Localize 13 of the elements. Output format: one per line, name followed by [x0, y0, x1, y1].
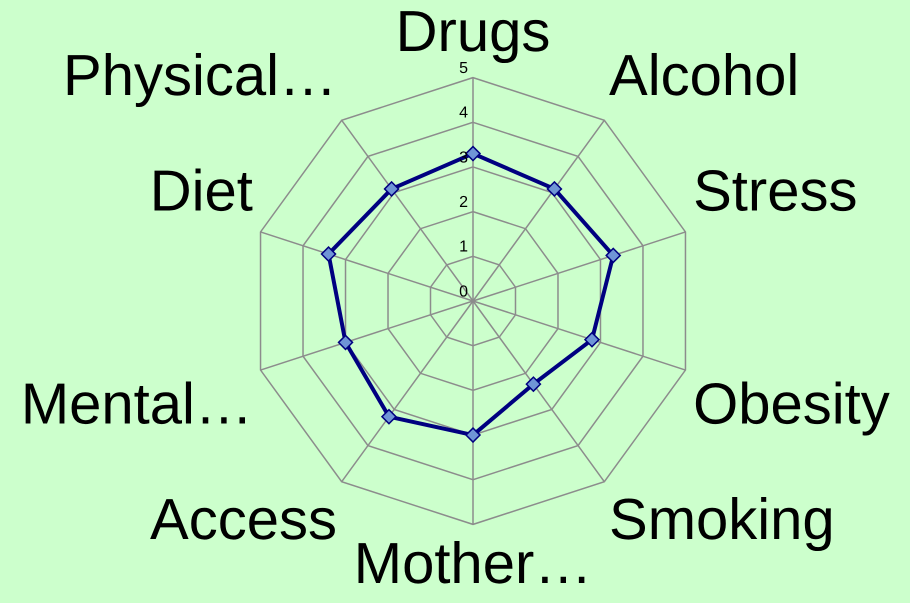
spoke-label: Obesity [693, 371, 890, 436]
y-tick-label: 4 [459, 104, 468, 122]
spoke-label: Mental… [20, 371, 253, 436]
spoke-label: Stress [693, 158, 858, 224]
spoke-label: Alcohol [609, 42, 800, 108]
y-tick-label: 2 [459, 194, 468, 212]
y-tick-label: 1 [459, 238, 468, 256]
spoke-label: Access [150, 487, 337, 552]
spoke-label: Smoking [609, 487, 835, 552]
y-tick-label: 0 [459, 283, 468, 300]
spoke-label: Mother… [354, 531, 592, 596]
spoke-label: Diet [150, 158, 253, 224]
spoke-label: Physical… [63, 42, 337, 108]
